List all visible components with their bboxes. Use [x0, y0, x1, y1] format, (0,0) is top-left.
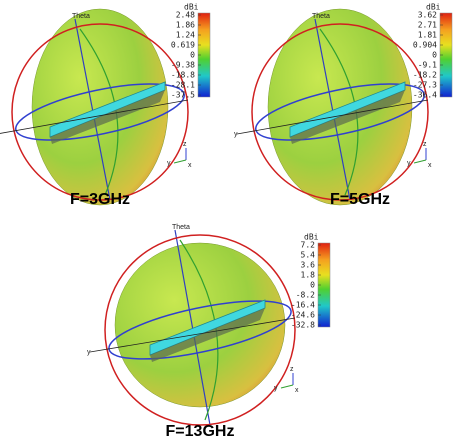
- pattern-panel: Theta y z y x dBi7.25.43.61.80-8.2-16.4-24.6-…: [87, 224, 331, 440]
- colorbar-tick-label: 7.2: [301, 241, 316, 250]
- z-axis: [174, 229, 211, 426]
- colorbar-unit: dBi: [184, 3, 199, 12]
- caption: F=5GHz: [330, 191, 390, 208]
- axis-label: Theta: [72, 13, 90, 20]
- colorbar-tick-label: -8.2: [296, 291, 315, 300]
- colorbar-tick-label: 1.24: [176, 31, 195, 40]
- colorbar-tick-label: 3.62: [418, 11, 437, 20]
- colorbar-tick-label: -28.1: [171, 81, 195, 90]
- colorbar-tick-label: -18.2: [413, 71, 437, 80]
- equator-orbit: [15, 83, 185, 141]
- y-axis: [89, 317, 296, 353]
- colorbar-tick-label: 0.904: [413, 41, 437, 50]
- colorbar-tick-label: 1.86: [176, 21, 195, 30]
- colorbar-tick-label: 2.48: [176, 11, 195, 20]
- triad-y: [280, 384, 294, 389]
- colorbar-tick-label: -18.8: [171, 71, 195, 80]
- y-axis: [0, 99, 189, 134]
- colorbar-tick-label: 0: [432, 51, 437, 60]
- triad-letter: z: [423, 141, 427, 148]
- colorbar-unit: dBi: [426, 3, 441, 12]
- axis-letter: y: [234, 131, 238, 138]
- antenna-board-side: [50, 90, 165, 144]
- colorbar-tick-label: 1.8: [301, 271, 316, 280]
- colorbar-tick-label: 1.81: [418, 31, 437, 40]
- colorbar-tick-label: -9.38: [171, 61, 195, 70]
- triad-letter: x: [428, 162, 432, 169]
- sphere-circle: [104, 234, 296, 426]
- triad-letter: x: [295, 387, 299, 394]
- colorbar-tick-label: -9.1: [418, 61, 437, 70]
- colorbar-tick-label: -32.8: [291, 321, 315, 330]
- sphere-circle: [11, 23, 189, 201]
- colorbar-tick-label: 5.4: [301, 251, 316, 260]
- triad-letter: y: [274, 385, 278, 392]
- triad-y: [173, 159, 187, 164]
- antenna-board-side: [150, 308, 265, 362]
- colorbar-unit: dBi: [304, 233, 319, 242]
- axis-label: Theta: [172, 224, 190, 231]
- colorbar-tick-label: 3.6: [301, 261, 316, 270]
- colorbar-tick-label: 2.71: [418, 21, 437, 30]
- triad-letter: z: [290, 366, 294, 373]
- z-axis: [314, 18, 351, 201]
- radiation-pattern: [267, 8, 413, 206]
- caption: F=13GHz: [166, 423, 235, 440]
- y-axis: [236, 99, 429, 135]
- equator-orbit: [255, 83, 425, 141]
- colorbar-tick-label: -24.6: [291, 311, 315, 320]
- antenna-board-side: [290, 90, 405, 144]
- radiation-pattern: [114, 242, 286, 408]
- colorbar-tick-label: 0: [190, 51, 195, 60]
- axis-letter: y: [87, 349, 91, 356]
- axis-label: Theta: [312, 13, 330, 20]
- radiation-pattern: [31, 8, 169, 206]
- caption: F=3GHz: [70, 191, 130, 208]
- triad-letter: y: [167, 160, 171, 167]
- z-axis: [74, 18, 111, 201]
- triad-y: [413, 159, 427, 164]
- colorbar-tick-label: -36.4: [413, 91, 437, 100]
- sphere-circle: [251, 23, 429, 201]
- triad-letter: z: [183, 141, 187, 148]
- colorbar-tick-label: -37.5: [171, 91, 195, 100]
- colorbar-tick-label: 0: [310, 281, 315, 290]
- pattern-panel: ThetayzyxdBi2.481.861.240.6190-9.38-18.8…: [0, 3, 211, 208]
- triad-letter: x: [188, 162, 192, 169]
- equator-orbit: [108, 300, 292, 360]
- triad-letter: y: [407, 160, 411, 167]
- colorbar-tick-label: -16.4: [291, 301, 315, 310]
- colorbar-tick-label: 0.619: [171, 41, 195, 50]
- colorbar-tick-label: -27.3: [413, 81, 437, 90]
